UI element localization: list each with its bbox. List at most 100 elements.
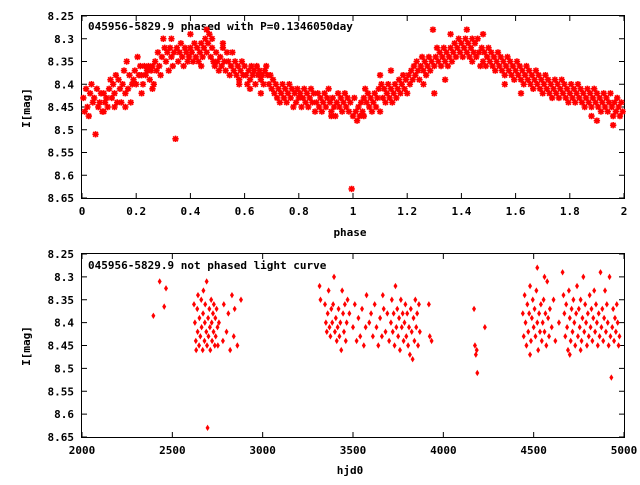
data-point	[337, 94, 345, 102]
data-point	[602, 314, 607, 322]
data-point	[390, 328, 395, 335]
data-point	[198, 40, 205, 47]
data-point	[199, 296, 204, 303]
data-point	[608, 333, 613, 340]
data-point	[452, 53, 460, 61]
y-tick-label: 8.25	[48, 10, 75, 23]
data-point	[408, 305, 413, 313]
data-point	[584, 319, 589, 326]
data-point	[543, 310, 548, 317]
data-point	[338, 319, 343, 326]
data-point	[352, 108, 359, 115]
data-point	[160, 35, 167, 42]
data-point	[173, 44, 181, 52]
data-point	[600, 305, 605, 313]
data-point	[380, 85, 388, 92]
data-point	[364, 90, 372, 97]
data-point	[187, 44, 194, 52]
data-point	[231, 58, 239, 65]
data-point	[526, 328, 531, 335]
data-point	[224, 328, 229, 335]
x-tick-label: 5000	[611, 444, 638, 457]
data-point	[606, 342, 611, 349]
data-point	[607, 273, 612, 281]
data-point	[501, 81, 508, 88]
data-point	[103, 94, 110, 102]
data-point	[542, 273, 547, 281]
data-point	[516, 62, 523, 70]
data-point	[238, 58, 246, 65]
data-point	[404, 333, 409, 340]
data-point	[120, 67, 128, 74]
data-point	[593, 90, 601, 97]
data-point	[538, 76, 545, 83]
data-point	[535, 319, 540, 326]
data-point	[544, 76, 552, 83]
plot-frame	[81, 15, 625, 199]
x-tick-label: 3000	[249, 444, 276, 457]
data-point	[193, 337, 198, 345]
data-point	[553, 337, 558, 345]
chart-title: 045956-5829.9 phased with P=0.1346050day	[88, 20, 353, 33]
data-point	[200, 346, 205, 354]
data-point	[256, 67, 263, 74]
data-point	[545, 278, 550, 285]
data-point	[404, 90, 411, 97]
data-point	[562, 94, 569, 102]
x-tick-label: 4000	[430, 444, 457, 457]
data-point	[198, 62, 205, 70]
data-point	[570, 328, 575, 335]
data-point	[490, 53, 498, 61]
data-point	[380, 291, 385, 299]
data-point	[493, 58, 500, 65]
data-point	[235, 76, 243, 83]
data-point	[326, 287, 331, 294]
data-point	[378, 81, 385, 88]
data-point	[360, 112, 368, 120]
y-tick-label: 8.65	[48, 192, 75, 205]
data-point	[517, 76, 525, 83]
data-point	[439, 53, 446, 61]
data-point	[597, 108, 605, 115]
data-point	[436, 49, 443, 56]
data-point	[104, 103, 111, 111]
data-point	[462, 35, 469, 42]
data-point	[277, 90, 285, 97]
data-point	[223, 49, 231, 56]
y-tick-label: 8.35	[48, 56, 75, 69]
data-point	[589, 305, 594, 313]
data-point	[441, 58, 449, 65]
data-point	[332, 328, 337, 335]
data-point	[372, 301, 377, 308]
data-point	[138, 90, 145, 97]
data-point	[229, 291, 234, 299]
x-tick-label: 1	[350, 205, 357, 218]
data-point	[170, 49, 178, 56]
data-point	[527, 81, 534, 88]
data-point	[387, 67, 395, 74]
data-point	[344, 319, 349, 326]
data-point	[185, 53, 193, 61]
data-point	[207, 53, 214, 61]
data-point	[303, 90, 311, 97]
data-point	[530, 296, 535, 303]
data-point	[388, 319, 393, 326]
data-point	[92, 131, 99, 138]
data-point	[267, 71, 274, 79]
data-point	[149, 62, 156, 70]
data-point	[422, 71, 430, 79]
data-point	[611, 99, 618, 106]
data-point	[347, 310, 352, 317]
data-point	[409, 328, 414, 335]
data-point	[481, 49, 488, 56]
data-point	[330, 103, 338, 111]
data-point	[551, 296, 556, 303]
data-point	[204, 278, 209, 285]
data-point	[573, 342, 578, 349]
data-point	[496, 62, 503, 70]
x-tick-label: 2000	[69, 444, 96, 457]
data-point	[192, 319, 197, 326]
data-point	[517, 90, 525, 97]
data-point	[399, 71, 407, 79]
data-point	[593, 328, 598, 335]
